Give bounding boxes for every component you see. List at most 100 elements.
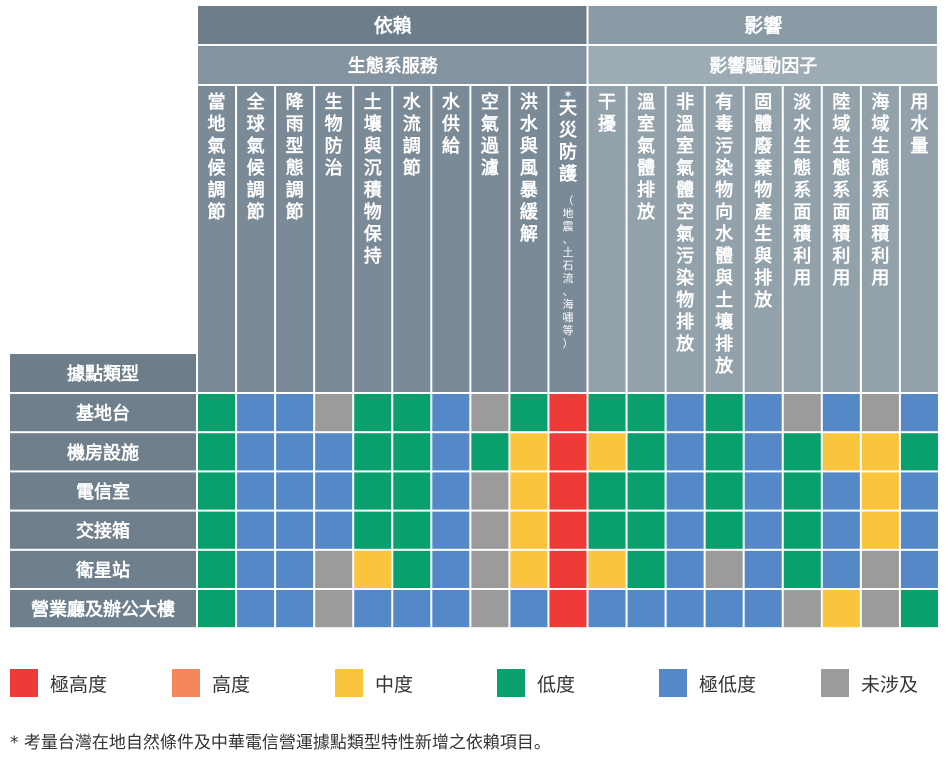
heatmap-cell bbox=[588, 394, 626, 432]
heatmap-cell bbox=[510, 433, 548, 471]
heatmap-cell bbox=[549, 394, 587, 432]
column-header-label: 土壤與沉積物保持 bbox=[363, 92, 383, 267]
heatmap-cell bbox=[354, 433, 392, 471]
heatmap-cell bbox=[432, 511, 470, 549]
heatmap-cell bbox=[666, 550, 704, 588]
heatmap-cell bbox=[315, 433, 353, 471]
heatmap-cell bbox=[627, 472, 665, 510]
heatmap-cell bbox=[393, 590, 431, 628]
heatmap-cell bbox=[705, 433, 743, 471]
heatmap-cell bbox=[783, 472, 821, 510]
heatmap-cell bbox=[744, 472, 782, 510]
heatmap-cell bbox=[861, 511, 899, 549]
heatmap-cell bbox=[432, 472, 470, 510]
legend-swatch bbox=[335, 669, 363, 697]
heatmap-cell bbox=[744, 394, 782, 432]
heatmap-cell bbox=[744, 590, 782, 628]
legend-swatch bbox=[497, 669, 525, 697]
legend-swatch bbox=[10, 669, 38, 697]
heatmap-cell bbox=[705, 511, 743, 549]
group-header-cell bbox=[588, 6, 937, 44]
heatmap-cell bbox=[276, 472, 314, 510]
row-label: 基地台 bbox=[75, 403, 130, 425]
heatmap-cell bbox=[276, 511, 314, 549]
heatmap-cell bbox=[549, 550, 587, 588]
heatmap-cell bbox=[354, 511, 392, 549]
group-header-label: 依賴 bbox=[374, 14, 412, 37]
heatmap-cell bbox=[900, 550, 938, 588]
heatmap-cell bbox=[354, 394, 392, 432]
column-header-label: 非溫室氣體空氣污染物排放 bbox=[675, 91, 695, 355]
heatmap-cell bbox=[354, 472, 392, 510]
heatmap-cell bbox=[588, 433, 626, 471]
heatmap-cell bbox=[861, 590, 899, 628]
heatmap-cell bbox=[744, 550, 782, 588]
heatmap-cell bbox=[900, 433, 938, 471]
column-header-label: 淡水生態系面積利用 bbox=[792, 92, 812, 289]
legend-label: 未涉及 bbox=[861, 673, 919, 696]
row-label: 交接箱 bbox=[76, 520, 130, 542]
column-header-cell bbox=[588, 86, 626, 392]
row-label: 衛星站 bbox=[75, 559, 130, 581]
legend: 極高度 高度 中度 低度 極低度 未涉及 bbox=[10, 666, 940, 700]
heatmap-cell bbox=[237, 550, 275, 588]
legend-label: 低度 bbox=[537, 673, 576, 696]
column-header-label: 水流調節 bbox=[403, 91, 422, 179]
legend-item: 極高度 bbox=[10, 666, 107, 700]
column-header-note: （地震、土石流、海嘯等） bbox=[562, 194, 573, 350]
row-label-cell bbox=[10, 472, 196, 510]
row-header-label: 據點類型 bbox=[67, 363, 139, 385]
heatmap-cell bbox=[315, 550, 353, 588]
heatmap-cell bbox=[861, 394, 899, 432]
heatmap-cell bbox=[861, 472, 899, 510]
heatmap-cell bbox=[237, 511, 275, 549]
heatmap-cell bbox=[549, 472, 587, 510]
heatmap-cell bbox=[705, 394, 743, 432]
heatmap-cell bbox=[900, 590, 938, 628]
heatmap-cell bbox=[198, 433, 236, 471]
heatmap-cell bbox=[315, 590, 353, 628]
heatmap-cell bbox=[705, 590, 743, 628]
legend-label: 中度 bbox=[375, 673, 414, 696]
column-header-label: 當地氣候調節 bbox=[208, 91, 227, 223]
footnote: * 考量台灣在地自然條件及中華電信營運據點類型特性新增之依賴項目。 bbox=[10, 733, 551, 753]
heatmap-cell bbox=[471, 590, 509, 628]
heatmap-cell bbox=[198, 472, 236, 510]
heatmap-cell bbox=[744, 433, 782, 471]
column-header-cell bbox=[627, 86, 665, 392]
heatmap-cell bbox=[393, 433, 431, 471]
column-header-label: 陸域生態系面積利用 bbox=[831, 91, 851, 289]
heatmap-cell bbox=[861, 550, 899, 588]
column-header-cell bbox=[783, 86, 821, 392]
row-label-cell bbox=[10, 590, 196, 628]
heatmap-cell bbox=[393, 511, 431, 549]
column-header-label: *天災防護 bbox=[559, 89, 578, 185]
heatmap-cell bbox=[783, 394, 821, 432]
heatmap-cell bbox=[471, 550, 509, 588]
heatmap-cell bbox=[588, 472, 626, 510]
heatmap-cell bbox=[549, 590, 587, 628]
heatmap-cell bbox=[627, 433, 665, 471]
heatmap-cell bbox=[510, 590, 548, 628]
heatmap-cell bbox=[900, 511, 938, 549]
column-header-label: 空氣過濾 bbox=[481, 91, 500, 179]
heatmap-cell bbox=[237, 472, 275, 510]
heatmap-cell bbox=[627, 590, 665, 628]
heatmap-cell bbox=[276, 590, 314, 628]
column-header-cell bbox=[471, 86, 509, 392]
legend-item: 低度 bbox=[497, 666, 575, 700]
subgroup-header-label: 生態系服務 bbox=[348, 55, 439, 77]
heatmap-cell bbox=[510, 472, 548, 510]
row-label-cell bbox=[10, 433, 196, 471]
heatmap-cell bbox=[237, 590, 275, 628]
heatmap-cell bbox=[510, 394, 548, 432]
heatmap-cell bbox=[432, 433, 470, 471]
heatmap-cell bbox=[237, 433, 275, 471]
column-header-label: 溫室氣體排放 bbox=[636, 91, 656, 223]
heatmap-cell bbox=[393, 472, 431, 510]
heatmap-cell bbox=[471, 394, 509, 432]
row-label-cell bbox=[10, 550, 196, 588]
heatmap-cell bbox=[822, 511, 860, 549]
heatmap-cell bbox=[666, 472, 704, 510]
